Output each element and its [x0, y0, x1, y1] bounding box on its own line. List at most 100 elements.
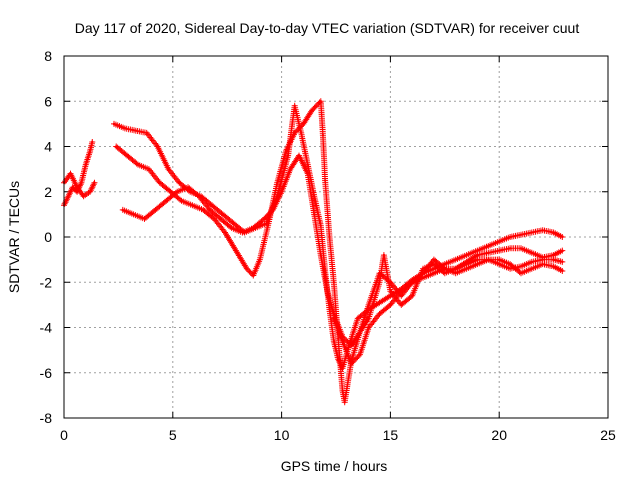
data-point	[400, 290, 403, 293]
data-point	[302, 122, 305, 126]
data-point	[88, 190, 92, 193]
data-point	[552, 253, 555, 257]
data-point	[552, 231, 555, 234]
data-point	[232, 222, 235, 225]
data-point	[487, 258, 490, 261]
data-point	[498, 240, 501, 243]
data-point	[80, 181, 83, 184]
data-point	[132, 213, 135, 216]
data-point	[245, 267, 248, 270]
data-point	[221, 213, 225, 216]
data-point	[210, 204, 214, 207]
plot-frame	[63, 55, 609, 419]
x-tick-label: 10	[274, 427, 290, 443]
data-point	[432, 272, 436, 275]
data-point	[421, 276, 425, 279]
data-point	[332, 339, 336, 343]
data-point	[389, 294, 392, 298]
data-point	[336, 337, 340, 341]
data-point	[498, 262, 501, 266]
data-point	[561, 249, 564, 252]
data-point	[319, 100, 322, 103]
data-point	[476, 262, 479, 266]
data-point	[530, 231, 534, 234]
data-point	[123, 127, 127, 130]
data-point	[508, 267, 512, 270]
data-point	[258, 258, 262, 261]
data-point	[454, 272, 457, 275]
data-point	[241, 231, 244, 234]
data-point	[443, 267, 446, 270]
data-point	[508, 247, 512, 250]
data-point	[498, 258, 501, 261]
data-point	[378, 272, 381, 275]
data-point	[293, 104, 296, 107]
data-point	[297, 154, 301, 157]
data-point	[465, 262, 468, 266]
data-point	[223, 231, 227, 234]
y-tick-label: -6	[40, 365, 53, 381]
data-point	[145, 131, 148, 135]
data-point	[341, 339, 344, 343]
data-point	[284, 149, 288, 153]
data-point	[508, 262, 512, 266]
data-point	[389, 281, 392, 284]
data-point	[197, 195, 201, 198]
data-point	[476, 253, 479, 257]
data-point	[82, 195, 85, 198]
data-point	[319, 253, 322, 257]
data-point	[367, 326, 370, 329]
data-point	[252, 226, 255, 230]
data-point	[465, 267, 468, 270]
data-point	[321, 133, 325, 137]
data-point	[530, 251, 534, 255]
data-point	[289, 167, 292, 171]
data-point	[75, 186, 79, 189]
data-point	[382, 253, 386, 257]
data-point	[421, 267, 425, 270]
data-point	[306, 172, 309, 175]
data-point	[69, 172, 72, 175]
data-point	[147, 167, 151, 171]
data-point	[552, 258, 555, 261]
data-point	[421, 272, 425, 275]
chart-title: Day 117 of 2020, Sidereal Day-to-day VTE…	[75, 20, 580, 36]
data-point	[561, 235, 564, 239]
data-point	[219, 217, 222, 221]
data-point	[343, 400, 346, 404]
data-point	[410, 294, 414, 298]
data-point	[508, 235, 512, 239]
y-tick-label: 2	[44, 184, 52, 200]
data-point	[454, 258, 457, 261]
data-point	[519, 265, 523, 268]
data-point	[561, 260, 564, 264]
series-track-6	[330, 256, 566, 367]
data-point	[367, 303, 370, 307]
data-point	[443, 262, 446, 266]
data-point	[487, 244, 490, 248]
data-point	[276, 181, 279, 184]
data-point	[552, 265, 555, 268]
data-point	[323, 179, 327, 182]
data-point	[367, 317, 370, 320]
data-point	[112, 122, 116, 126]
data-point	[158, 181, 161, 184]
data-point	[143, 217, 146, 221]
data-point	[358, 353, 362, 356]
data-point	[541, 229, 544, 232]
data-point	[530, 267, 534, 270]
data-point	[180, 199, 183, 202]
y-tick-label: 4	[44, 139, 52, 155]
data-point	[67, 195, 70, 198]
data-point	[356, 317, 359, 320]
y-tick-label: -2	[40, 274, 53, 290]
data-point	[299, 131, 303, 135]
data-point	[156, 145, 159, 148]
data-point	[476, 249, 479, 252]
y-tick-label: -4	[40, 320, 53, 336]
y-tick-label: 6	[44, 93, 52, 109]
y-axis-label: SDTVAR / TECUs	[6, 181, 22, 293]
data-point	[125, 154, 129, 157]
data-point	[326, 290, 329, 293]
